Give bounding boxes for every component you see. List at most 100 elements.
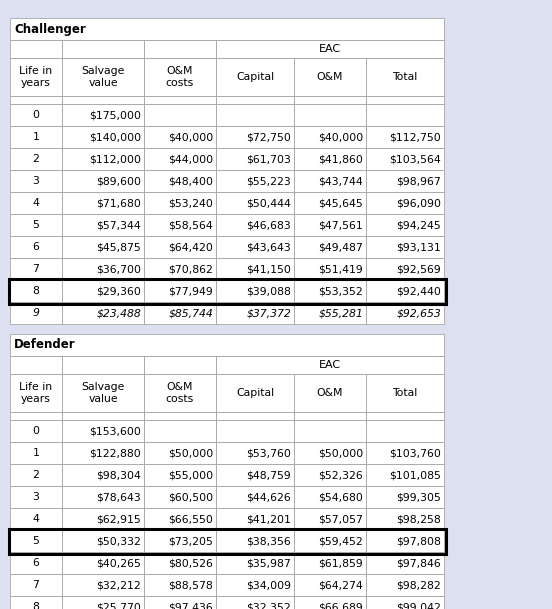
- Bar: [366, 258, 444, 280]
- Bar: [294, 574, 366, 596]
- Bar: [216, 148, 294, 170]
- Bar: [10, 214, 62, 236]
- Text: $32,352: $32,352: [246, 602, 291, 609]
- Bar: [366, 104, 444, 126]
- Text: $140,000: $140,000: [89, 132, 141, 142]
- Text: $97,436: $97,436: [168, 602, 213, 609]
- Bar: [144, 104, 216, 126]
- Text: $99,042: $99,042: [396, 602, 441, 609]
- Text: $88,578: $88,578: [168, 580, 213, 590]
- Bar: [216, 280, 294, 302]
- Text: $36,700: $36,700: [96, 264, 141, 274]
- Text: $45,645: $45,645: [319, 198, 363, 208]
- Text: $50,332: $50,332: [96, 536, 141, 546]
- Bar: [62, 40, 144, 58]
- Bar: [294, 464, 366, 486]
- Bar: [216, 574, 294, 596]
- Text: $43,744: $43,744: [319, 176, 363, 186]
- Text: 4: 4: [33, 198, 39, 208]
- Bar: [366, 508, 444, 530]
- Bar: [366, 374, 444, 412]
- Bar: [10, 508, 62, 530]
- Text: $70,862: $70,862: [168, 264, 213, 274]
- Bar: [10, 170, 62, 192]
- Text: $94,245: $94,245: [396, 220, 441, 230]
- Text: 1: 1: [33, 448, 39, 458]
- Text: 8: 8: [33, 602, 39, 609]
- Bar: [294, 280, 366, 302]
- Text: $59,452: $59,452: [319, 536, 363, 546]
- Text: $60,500: $60,500: [168, 492, 213, 502]
- Text: $41,860: $41,860: [318, 154, 363, 164]
- Bar: [216, 356, 444, 374]
- Bar: [366, 412, 444, 420]
- Text: $98,258: $98,258: [396, 514, 441, 524]
- Bar: [144, 412, 216, 420]
- Bar: [10, 126, 62, 148]
- Bar: [144, 126, 216, 148]
- Text: O&M: O&M: [317, 388, 343, 398]
- Bar: [366, 486, 444, 508]
- Bar: [216, 596, 294, 609]
- Text: $122,880: $122,880: [89, 448, 141, 458]
- Bar: [216, 58, 294, 96]
- Bar: [62, 58, 144, 96]
- Text: $39,088: $39,088: [246, 286, 291, 296]
- Bar: [62, 464, 144, 486]
- Bar: [294, 126, 366, 148]
- Bar: [294, 374, 366, 412]
- Text: $92,653: $92,653: [396, 308, 441, 318]
- Bar: [294, 420, 366, 442]
- Text: $57,344: $57,344: [96, 220, 141, 230]
- Bar: [144, 596, 216, 609]
- Bar: [62, 104, 144, 126]
- Bar: [144, 96, 216, 104]
- Text: $80,526: $80,526: [168, 558, 213, 568]
- Text: 3: 3: [33, 176, 39, 186]
- Bar: [144, 148, 216, 170]
- Bar: [294, 96, 366, 104]
- Bar: [366, 58, 444, 96]
- Bar: [10, 334, 444, 356]
- Bar: [294, 530, 366, 552]
- Bar: [10, 96, 62, 104]
- Bar: [10, 574, 62, 596]
- Text: $64,420: $64,420: [168, 242, 213, 252]
- Bar: [216, 214, 294, 236]
- Bar: [62, 574, 144, 596]
- Text: $23,488: $23,488: [96, 308, 141, 318]
- Bar: [294, 214, 366, 236]
- Bar: [10, 280, 62, 302]
- Bar: [216, 442, 294, 464]
- Text: $73,205: $73,205: [168, 536, 213, 546]
- Bar: [216, 464, 294, 486]
- Text: $62,915: $62,915: [96, 514, 141, 524]
- Bar: [62, 508, 144, 530]
- Bar: [62, 356, 144, 374]
- Text: $112,750: $112,750: [389, 132, 441, 142]
- Text: 7: 7: [33, 264, 39, 274]
- Bar: [10, 302, 62, 324]
- Text: $97,808: $97,808: [396, 536, 441, 546]
- Text: $34,009: $34,009: [246, 580, 291, 590]
- Text: $55,281: $55,281: [319, 308, 363, 318]
- Bar: [62, 596, 144, 609]
- Bar: [216, 192, 294, 214]
- Text: Total: Total: [392, 72, 418, 82]
- Text: $58,564: $58,564: [168, 220, 213, 230]
- Text: EAC: EAC: [319, 44, 341, 54]
- Bar: [10, 58, 62, 96]
- Text: Salvage
value: Salvage value: [81, 66, 125, 88]
- Text: $29,360: $29,360: [96, 286, 141, 296]
- Bar: [62, 442, 144, 464]
- Text: $49,487: $49,487: [319, 242, 363, 252]
- Text: $66,689: $66,689: [319, 602, 363, 609]
- Bar: [216, 170, 294, 192]
- Text: $53,352: $53,352: [319, 286, 363, 296]
- Text: $66,550: $66,550: [168, 514, 213, 524]
- Bar: [294, 236, 366, 258]
- Bar: [216, 420, 294, 442]
- Bar: [62, 148, 144, 170]
- Text: $98,304: $98,304: [96, 470, 141, 480]
- Text: $53,240: $53,240: [168, 198, 213, 208]
